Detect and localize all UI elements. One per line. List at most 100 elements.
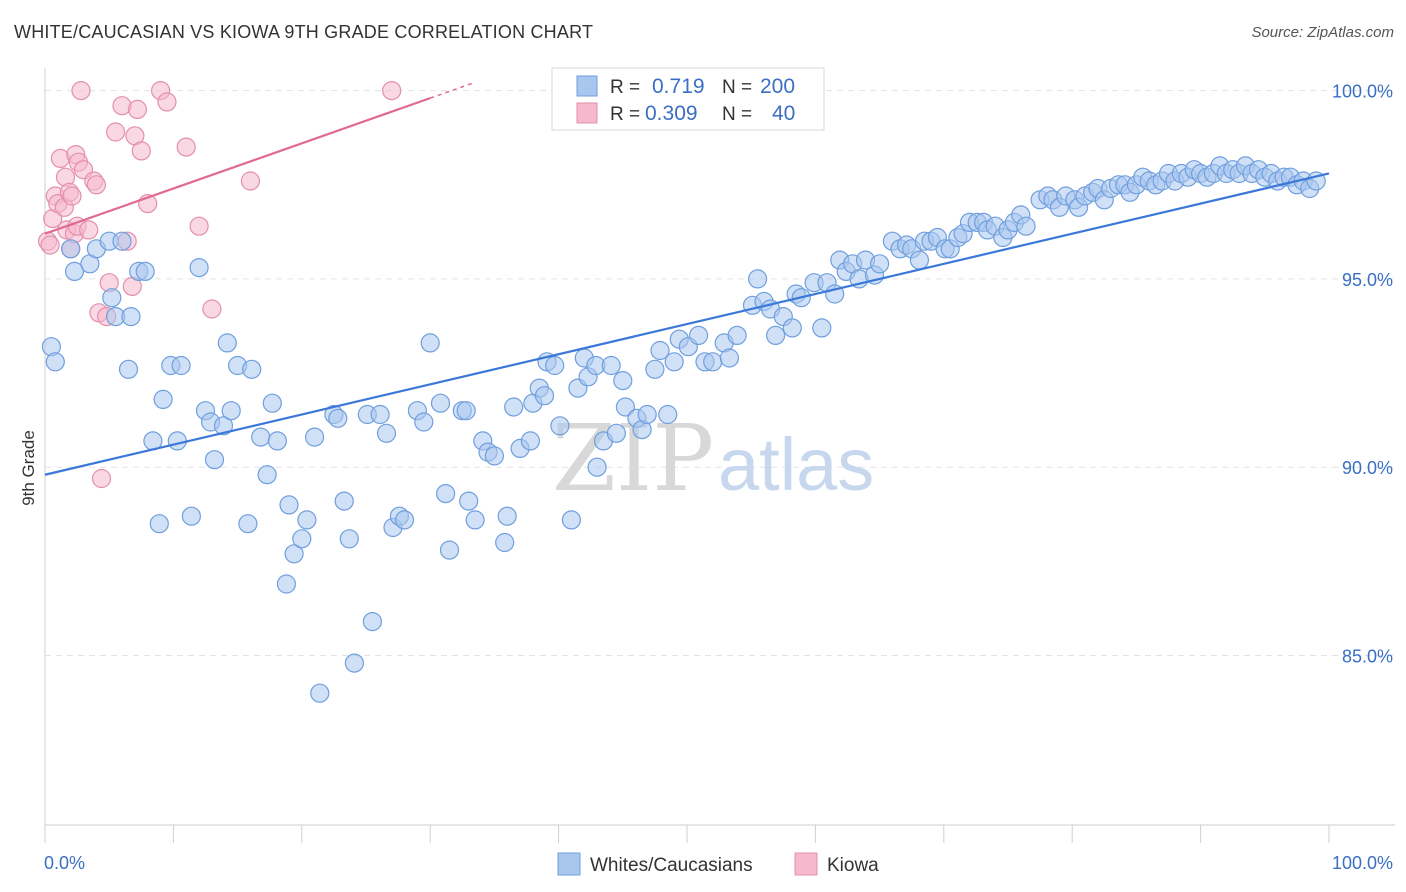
kiowa-point	[202, 299, 222, 319]
legend-n-label-1: N =	[722, 77, 752, 98]
kiowa-point	[127, 99, 147, 120]
kiowa-point	[71, 80, 91, 101]
whites-point	[782, 318, 802, 338]
whites-point	[439, 540, 460, 560]
whites-point	[869, 254, 890, 274]
legend-n-value-1: 200	[760, 75, 795, 98]
whites-point	[394, 510, 415, 530]
legend-r-value-2: 0.309	[645, 102, 698, 125]
whites-point	[504, 397, 524, 417]
y-tick-labels: 100.0% 95.0% 90.0% 85.0%	[1332, 82, 1393, 667]
kiowa-point	[240, 171, 260, 191]
axes	[44, 68, 1395, 843]
whites-point	[520, 431, 541, 451]
whites-point	[118, 359, 139, 379]
whites-point	[204, 450, 225, 470]
whites-point	[189, 258, 209, 278]
whites-point	[370, 404, 390, 425]
whites-point	[465, 510, 485, 530]
kiowa-point	[86, 175, 107, 195]
y-tick-label-1: 95.0%	[1342, 270, 1393, 290]
whites-point	[64, 261, 85, 281]
whites-point	[61, 239, 81, 259]
source-credit: Source: ZipAtlas.com	[1251, 24, 1394, 41]
whites-point	[664, 352, 684, 372]
legend-n-label-2: N =	[722, 104, 752, 125]
whites-point	[587, 457, 607, 477]
series-legend-swatch-kiowa	[794, 852, 818, 876]
whites-point	[310, 683, 330, 703]
legend-r-label-2: R =	[610, 104, 640, 125]
whites-point	[1016, 216, 1036, 236]
kiowa-point	[131, 141, 151, 161]
legend-swatch-pink	[576, 102, 598, 124]
x-tick-label-1: 100.0%	[1332, 853, 1393, 873]
whites-point	[149, 514, 169, 534]
whites-point	[606, 423, 627, 443]
whites-point	[436, 484, 456, 504]
whites-point	[456, 401, 476, 421]
kiowa-trend-line	[44, 97, 431, 235]
whites-point	[430, 393, 451, 413]
whites-point	[328, 408, 348, 428]
whites-point	[376, 423, 397, 443]
x-tick-labels: 0.0% 100.0%	[44, 853, 1393, 873]
whites-point	[613, 371, 633, 391]
series-legend-kiowa: Kiowa	[827, 855, 879, 876]
whites-point	[153, 389, 173, 409]
x-tick-label-0: 0.0%	[44, 853, 85, 873]
kiowa-point	[189, 216, 209, 236]
whites-point	[495, 532, 515, 553]
whites-point	[765, 325, 786, 345]
whites-point	[645, 359, 665, 379]
whites-point	[284, 544, 304, 564]
whites-point	[637, 404, 657, 425]
whites-point	[459, 491, 479, 511]
series-legend-whites: Whites/Caucasians	[590, 855, 753, 876]
whites-point	[344, 653, 364, 673]
kiowa-points	[37, 80, 402, 489]
whites-point	[171, 355, 191, 376]
whites-point	[276, 574, 296, 594]
whites-point	[213, 416, 234, 436]
whites-point	[688, 325, 709, 345]
whites-point	[221, 401, 241, 421]
whites-trend-line	[44, 172, 1330, 476]
kiowa-point	[62, 186, 82, 206]
whites-point	[561, 510, 582, 530]
y-tick-label-3: 85.0%	[1342, 647, 1393, 667]
whites-point	[238, 514, 258, 534]
whites-point	[257, 465, 277, 485]
whites-point	[121, 307, 141, 327]
whites-point	[650, 340, 670, 361]
whites-point	[279, 495, 299, 515]
whites-point	[334, 491, 354, 511]
whites-point	[362, 611, 382, 632]
legend-swatch-blue	[576, 75, 598, 97]
whites-point	[292, 529, 312, 549]
whites-point	[262, 393, 282, 413]
watermark-atlas: atlas	[718, 423, 874, 506]
y-tick-label-2: 90.0%	[1342, 458, 1393, 478]
legend-r-value-1: 0.719	[652, 75, 705, 98]
legend-r-label-1: R =	[610, 77, 640, 98]
whites-point	[497, 506, 517, 526]
kiowa-point	[382, 80, 402, 101]
whites-point	[615, 397, 636, 417]
kiowa-point	[105, 122, 126, 142]
whites-point	[812, 318, 832, 338]
whites-point	[305, 427, 325, 447]
kiowa-point	[40, 235, 60, 255]
whites-points	[41, 156, 1326, 703]
whites-point	[181, 506, 201, 526]
stats-legend: R = 0.719 N = 200 R = 0.309 N = 40	[551, 67, 825, 131]
whites-point	[135, 261, 155, 281]
whites-point	[102, 288, 122, 308]
kiowa-point	[157, 92, 177, 112]
whites-point	[414, 412, 434, 432]
whites-point	[420, 333, 440, 353]
kiowa-point	[79, 220, 99, 240]
series-legend-swatch-whites	[557, 852, 581, 876]
whites-point	[727, 325, 747, 345]
